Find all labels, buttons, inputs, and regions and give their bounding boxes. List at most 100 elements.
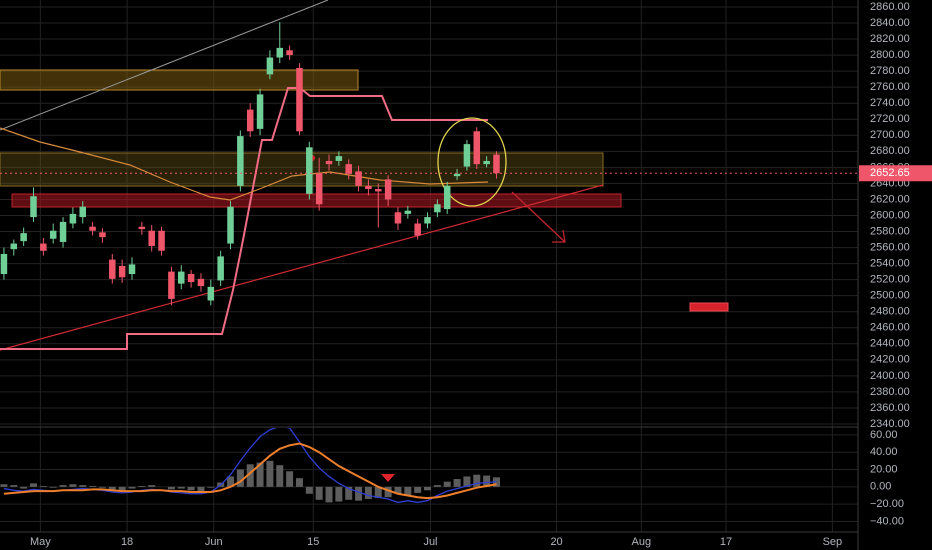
y-tick-label: 2600.00: [870, 209, 910, 221]
histogram-bar: [138, 485, 146, 487]
y-tick-label: 2820.00: [870, 33, 910, 45]
histogram-bar: [39, 485, 47, 487]
x-tick-label: Jun: [205, 536, 223, 548]
y-tick-label: 2780.00: [870, 65, 910, 77]
y-tick-label: 2620.00: [870, 193, 910, 205]
candle-body: [266, 57, 274, 75]
y-tick-label: 2480.00: [870, 306, 910, 318]
histogram-bar: [256, 462, 264, 487]
candle-body: [49, 230, 57, 239]
histogram-bar: [10, 485, 18, 487]
candle-body: [345, 164, 352, 174]
histogram-bar: [315, 486, 323, 500]
candle-body: [375, 189, 382, 192]
histogram-bar: [463, 476, 471, 487]
x-tick-label: 17: [720, 536, 732, 548]
axes: May 18 Jun 15 Jul 20 Aug 17 Sep 2340.00 2360.00 238…: [30, 1, 932, 548]
y-tick-label: 2340.00: [870, 418, 910, 430]
histogram-bar: [167, 486, 175, 490]
histogram-bar: [236, 469, 244, 487]
histogram-bar: [148, 485, 156, 487]
candle-body: [109, 259, 116, 279]
histogram-bar: [305, 486, 313, 494]
trend-line: [0, 184, 604, 351]
candle-body: [178, 271, 185, 284]
last-price-box: [859, 165, 932, 182]
histogram-bar: [0, 484, 8, 487]
candle-body: [118, 266, 126, 278]
x-tick-label: 15: [307, 536, 319, 548]
candle-body: [20, 233, 27, 242]
y-tick-label: 2800.00: [870, 49, 910, 61]
histogram-bar: [355, 486, 363, 501]
x-tick-label: 20: [550, 536, 562, 548]
y-tick-label: 2540.00: [870, 258, 910, 270]
x-tick-label: 18: [121, 536, 133, 548]
candle-body: [128, 264, 136, 275]
histogram-bar: [374, 486, 382, 499]
candle-body: [197, 278, 205, 287]
histogram-bar: [227, 476, 235, 487]
x-tick-label: Sep: [823, 536, 843, 548]
histogram-bar: [345, 486, 353, 500]
macd-tick-label: 20.00: [870, 463, 898, 475]
macd-pane: [0, 428, 500, 504]
histogram-bar: [443, 481, 451, 487]
arrow: [511, 191, 566, 243]
candle-body: [207, 286, 215, 301]
candle-body: [148, 230, 155, 246]
candle-body: [414, 223, 421, 236]
y-tick-label: 2700.00: [870, 129, 910, 141]
histogram-bar: [29, 483, 37, 487]
histogram-bar: [246, 464, 254, 487]
y-tick-label: 2520.00: [870, 274, 910, 286]
x-tick-label: Aug: [631, 536, 651, 548]
candle-body: [306, 147, 313, 194]
y-tick-label: 2440.00: [870, 338, 910, 350]
candle-body: [315, 173, 323, 205]
candle-body: [89, 226, 96, 231]
y-tick-label: 2840.00: [870, 17, 910, 29]
candle-body: [473, 131, 481, 165]
candle-body: [138, 226, 146, 230]
candle-body: [246, 109, 254, 132]
histogram-bar: [394, 486, 402, 494]
candle-body: [79, 206, 86, 218]
candle-body: [168, 271, 175, 299]
candle-body: [296, 67, 303, 132]
candle-body: [434, 204, 441, 213]
candle-body: [0, 253, 8, 275]
candle-body: [453, 173, 461, 177]
y-tick-label: 2580.00: [870, 225, 910, 237]
candle-body: [10, 243, 18, 250]
candle-body: [493, 154, 500, 174]
signal-arrow: [381, 474, 395, 482]
histogram-bar: [404, 486, 412, 496]
target-box: [689, 302, 729, 312]
highlight-circle: [437, 117, 507, 207]
candle-body: [365, 185, 372, 190]
macd-tick-label: −20.00: [870, 498, 904, 510]
y-tick-label: 2560.00: [870, 241, 910, 253]
y-tick-label: 2760.00: [870, 81, 910, 93]
macd-tick-label: 0.00: [870, 481, 891, 493]
candle-body: [158, 230, 165, 251]
histogram-bar: [286, 471, 294, 487]
candle-body: [237, 136, 244, 186]
drawings: [0, 0, 729, 351]
candle-body: [286, 50, 293, 56]
histogram-bar: [483, 475, 491, 487]
candle-body: [463, 144, 471, 167]
histogram-bar: [424, 486, 432, 491]
y-tick-label: 2460.00: [870, 322, 910, 334]
supply-zone: [0, 152, 604, 187]
histogram-bar: [59, 485, 67, 487]
trend-line: [0, 0, 329, 131]
histogram-bar: [433, 485, 441, 487]
histogram-bar: [177, 486, 185, 489]
candle-body: [40, 243, 47, 251]
y-tick-label: 2420.00: [870, 354, 910, 366]
candle-body: [355, 171, 362, 186]
candle-body: [30, 196, 37, 218]
